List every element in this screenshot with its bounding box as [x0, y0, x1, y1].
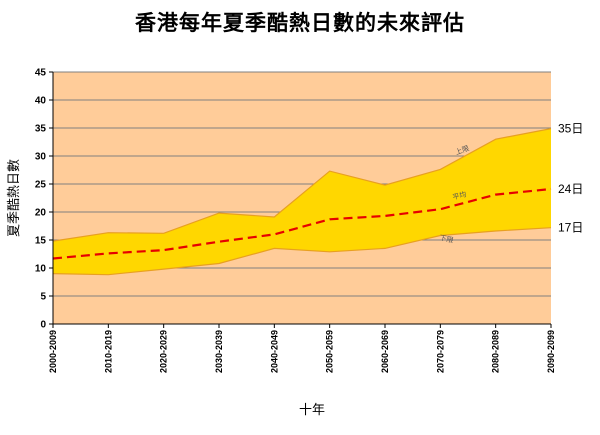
y-tick-label: 35 — [35, 124, 47, 135]
lower-bound-line — [52, 227, 552, 276]
y-tick-label: 5 — [40, 292, 46, 303]
y-tick-label: 25 — [35, 180, 47, 191]
chart-title: 香港每年夏季酷熱日數的未來評估 — [135, 10, 465, 35]
y-tick-label: 45 — [35, 68, 47, 79]
x-tick-label: 2050-2059 — [325, 330, 335, 373]
y-tick-label: 10 — [35, 264, 47, 275]
y-tick-label: 30 — [35, 152, 47, 163]
y-tick-label: 15 — [35, 236, 47, 247]
series-tag-lower: 下限 — [439, 233, 455, 245]
x-tick-label: 2060-2069 — [380, 330, 390, 373]
x-tick-label: 2030-2039 — [214, 330, 224, 373]
end-label-lower: 17日 — [558, 221, 583, 235]
x-tick-label: 2010-2019 — [103, 330, 113, 373]
x-tick-label: 2000-2009 — [48, 330, 58, 373]
x-tick-label: 2070-2079 — [435, 330, 445, 373]
x-tick-labels: 2000-2009 2010-2019 2020-2029 2030-2039 2040… — [48, 330, 556, 373]
end-label-mean: 24日 — [558, 182, 583, 196]
axes — [49, 71, 552, 328]
y-tick-label: 40 — [35, 96, 47, 107]
x-axis-title: 十年 — [299, 403, 325, 418]
y-tick-label: 20 — [35, 208, 47, 219]
y-tick-labels: 0 5 10 15 20 25 30 35 40 45 — [35, 68, 47, 331]
y-tick-label: 0 — [40, 320, 46, 331]
x-tick-label: 2080-2089 — [491, 330, 501, 373]
upper-bound-line — [52, 128, 552, 242]
end-labels: 35日 24日 17日 — [558, 122, 583, 235]
x-tick-label: 2040-2049 — [269, 330, 279, 373]
series-tag-mean: 平均 — [452, 189, 468, 201]
x-tick-label: 2020-2029 — [159, 330, 169, 373]
end-label-upper: 35日 — [558, 122, 583, 136]
x-tick-label: 2090-2099 — [546, 330, 556, 373]
y-axis-title: 夏季酷熱日數 — [7, 159, 22, 237]
